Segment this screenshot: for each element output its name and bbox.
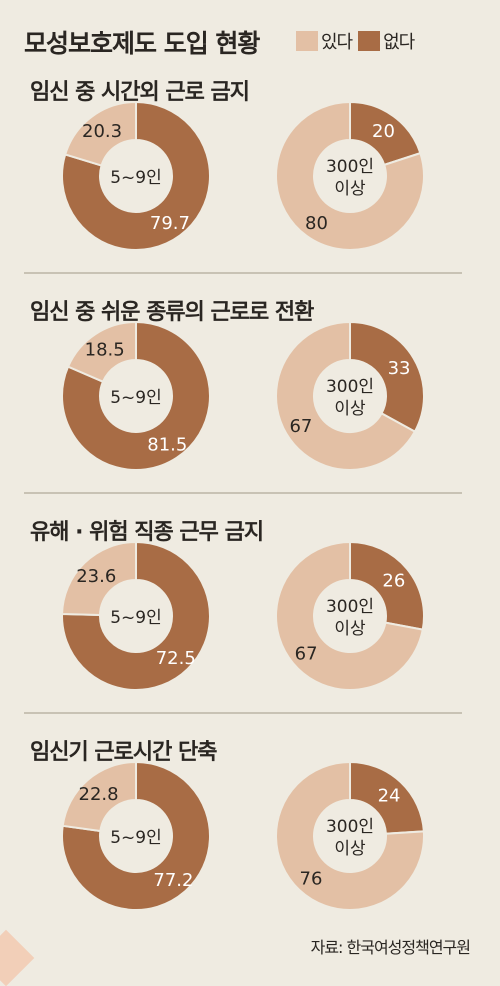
legend: 있다 없다 — [296, 28, 420, 54]
donut-center-label: 300인 — [326, 817, 374, 837]
chart-title: 모성보호제도 도입 현황 — [24, 29, 260, 58]
slice-value-label: 77.2 — [153, 870, 193, 891]
slice-value-label: 20 — [372, 121, 395, 142]
legend-label-no: 없다 — [383, 32, 415, 53]
source-note: 자료: 한국여성정책연구원 — [310, 938, 471, 957]
slice-yes — [275, 760, 425, 911]
slice-value-label: 23.6 — [76, 566, 116, 587]
slice-value-label: 81.5 — [147, 435, 187, 456]
slice-yes — [66, 320, 137, 384]
slice-yes — [61, 540, 137, 617]
legend-swatch-no — [358, 31, 381, 51]
donut-chart-small: 72.5 23.6 5~9인 — [61, 540, 211, 691]
slice-no — [61, 540, 211, 691]
slice-yes — [61, 760, 137, 833]
donut-center-label: 이상 — [334, 839, 366, 859]
section-divider — [24, 492, 462, 494]
slice-value-label: 26 — [382, 571, 405, 592]
legend-item-no: 없다 — [358, 28, 415, 54]
slice-yes — [275, 100, 425, 251]
slice-value-label: 18.5 — [85, 339, 125, 360]
donut-center-label: 300인 — [326, 597, 374, 617]
donut-chart-small: 77.2 22.8 5~9인 — [61, 760, 211, 911]
donut-center-label: 이상 — [334, 399, 366, 419]
slice-no — [61, 100, 211, 251]
slice-value-label: 20.3 — [82, 121, 122, 142]
slice-no — [61, 320, 211, 471]
donut-center-label: 300인 — [326, 377, 374, 397]
section-title: 임신 중 시간외 근로 금지 — [30, 80, 250, 105]
donut-center-label: 5~9인 — [110, 608, 162, 628]
section-divider — [24, 272, 462, 274]
donut-chart-small: 79.7 20.3 5~9인 — [61, 100, 211, 251]
donut-center-label: 이상 — [334, 179, 366, 199]
donut-center-label: 5~9인 — [110, 388, 162, 408]
donut-center-label: 5~9인 — [110, 168, 162, 188]
donut-chart-small: 81.5 18.5 5~9인 — [61, 320, 211, 471]
slice-yes — [275, 320, 417, 471]
slice-no — [349, 540, 425, 631]
slice-value-label: 22.8 — [79, 784, 119, 805]
slice-value-label: 79.7 — [150, 213, 190, 234]
slice-value-label: 33 — [388, 358, 411, 379]
corner-decoration — [0, 929, 35, 986]
section-title: 임신기 근로시간 단축 — [30, 740, 217, 765]
donut-center-label: 300인 — [326, 157, 374, 177]
section-title: 유해 · 위험 직종 근무 금지 — [30, 520, 264, 545]
section-title: 임신 중 쉬운 종류의 근로로 전환 — [30, 300, 314, 325]
slice-value-label: 72.5 — [156, 648, 196, 669]
slice-no — [349, 320, 425, 434]
legend-label-yes: 있다 — [321, 32, 353, 53]
slice-yes — [275, 540, 424, 691]
section-divider — [24, 712, 462, 714]
slice-value-label: 80 — [305, 213, 328, 234]
slice-yes — [63, 100, 137, 167]
donut-center-label: 5~9인 — [110, 828, 162, 848]
slice-no — [61, 760, 211, 911]
slice-value-label: 67 — [295, 643, 318, 664]
slice-value-label: 76 — [300, 869, 323, 890]
slice-value-label: 67 — [289, 416, 312, 437]
legend-item-yes: 있다 — [296, 28, 353, 54]
legend-swatch-yes — [296, 31, 318, 51]
donut-center-label: 이상 — [334, 619, 366, 639]
slice-value-label: 24 — [378, 785, 401, 806]
slice-no — [349, 760, 425, 835]
